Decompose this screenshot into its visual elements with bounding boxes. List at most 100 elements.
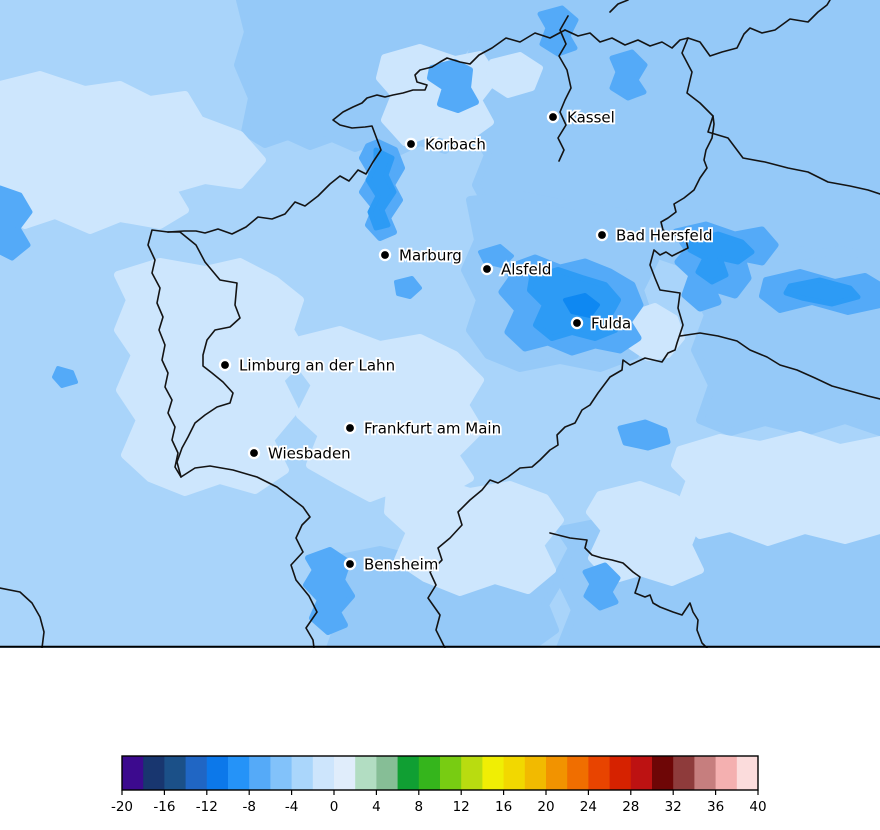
map-footer: Temperatur in 2m (in °C) Modell: ICON-D2… <box>0 648 880 745</box>
city-label: Wiesbaden <box>268 445 351 463</box>
colorbar-segment <box>270 756 292 790</box>
state-border <box>167 29 566 235</box>
colorbar-segment <box>673 756 695 790</box>
city-label: Marburg <box>399 247 462 265</box>
colorbar-segment <box>228 756 250 790</box>
colorbar-tick-label: 36 <box>707 799 724 815</box>
colorbar-frame <box>121 755 759 791</box>
colorbar-tick-label: 40 <box>749 799 766 815</box>
state-border <box>687 0 831 57</box>
temperature-region <box>294 326 484 502</box>
colorbar-tick-label: -12 <box>196 799 218 815</box>
colorbar-tick-label: 12 <box>453 799 470 815</box>
colorbar-segment <box>355 756 377 790</box>
state-border <box>679 332 880 400</box>
colorbar-tick-label: 20 <box>537 799 554 815</box>
colorbar-segment <box>376 756 398 790</box>
city-label: Korbach <box>425 136 486 154</box>
temperature-region <box>563 293 600 318</box>
temperature-region <box>114 258 309 496</box>
colorbar-tick-label: 24 <box>580 799 597 815</box>
colorbar-segment <box>694 756 716 790</box>
temperature-region <box>582 562 621 611</box>
colorbar-segment <box>736 756 759 790</box>
city-dot <box>250 449 258 457</box>
city-dot <box>407 140 415 148</box>
city-label: Fulda <box>591 315 631 333</box>
temperature-region <box>478 244 514 268</box>
colorbar-segment <box>588 756 610 790</box>
colorbar-segment <box>482 756 504 790</box>
colorbar-tick-label: 4 <box>372 799 381 815</box>
city-dot <box>221 361 229 369</box>
temperature-region <box>609 49 648 101</box>
temperature-region <box>52 366 78 388</box>
city-dot <box>381 251 389 259</box>
colorbar-segment <box>164 756 186 790</box>
colorbar-segment <box>652 756 674 790</box>
colorbar-segment <box>524 756 547 790</box>
temperature-region <box>537 5 579 57</box>
state-border <box>167 231 318 648</box>
temperature-region <box>144 116 266 194</box>
colorbar-tick-label: -4 <box>285 799 298 815</box>
colorbar-segment <box>185 756 208 790</box>
city-label: Bad Hersfeld <box>616 227 712 245</box>
city-marker: Bad Hersfeld <box>595 225 714 246</box>
state-border <box>427 115 715 648</box>
temperature-map-canvas: Kassel Korbach Bad Hersfeld Marburg Alsfeld F… <box>0 0 880 648</box>
temperature-region <box>0 185 33 261</box>
colorbar-segment <box>418 756 441 790</box>
city-marker: Limburg an der Lahn <box>218 355 397 376</box>
colorbar-segment <box>630 756 653 790</box>
colorbar-segment <box>249 756 271 790</box>
city-marker: Korbach <box>404 134 488 155</box>
temperature-region <box>687 231 755 285</box>
colorbar-segment <box>143 756 165 790</box>
city-marker: Kassel <box>546 107 617 128</box>
colorbar-tick-label: 16 <box>495 799 512 815</box>
colorbar-segment <box>122 756 144 790</box>
colorbar-segment <box>461 756 483 790</box>
colorbar-segment <box>312 756 335 790</box>
temperature-region <box>586 481 704 586</box>
colorbar-tick-label: 8 <box>415 799 424 815</box>
city-marker: Frankfurt am Main <box>343 418 503 439</box>
colorbar-tick-label: -8 <box>242 799 255 815</box>
colorbar-segment <box>503 756 526 790</box>
city-dot <box>598 231 606 239</box>
city-marker: Wiesbaden <box>247 443 352 464</box>
city-dot <box>549 113 557 121</box>
state-border <box>0 587 45 648</box>
colorbar-segment <box>567 756 589 790</box>
state-border <box>147 229 182 478</box>
colorbar-segment <box>609 756 632 790</box>
colorbar-tick-label: 0 <box>330 799 339 815</box>
state-border <box>549 532 708 648</box>
temperature-colorbar: -20 -16 -12 -8 -4 0 4 8 12 16 20 24 28 32 36 40 <box>111 755 767 815</box>
colorbar-segment <box>206 756 229 790</box>
colorbar-segment <box>397 756 420 790</box>
city-label: Alsfeld <box>501 261 551 279</box>
temperature-region <box>384 476 564 596</box>
colorbar-tick-label: 28 <box>622 799 639 815</box>
temperature-region <box>365 147 397 231</box>
city-dot <box>573 319 581 327</box>
city-label: Frankfurt am Main <box>364 420 501 438</box>
state-border <box>564 29 880 195</box>
colorbar-tick-label: -16 <box>153 799 175 815</box>
city-marker: Fulda <box>570 313 633 334</box>
temperature-region <box>485 52 543 98</box>
city-label: Bensheim <box>364 556 438 574</box>
state-border <box>609 0 629 13</box>
temperature-region <box>427 59 479 113</box>
city-label: Limburg an der Lahn <box>239 357 395 375</box>
state-border <box>557 15 572 162</box>
temperature-map: Kassel Korbach Bad Hersfeld Marburg Alsfeld F… <box>0 0 880 648</box>
colorbar-tick-label: 32 <box>665 799 682 815</box>
city-marker: Marburg <box>378 245 464 266</box>
temperature-region <box>617 419 671 451</box>
city-marker: Bensheim <box>343 554 440 575</box>
temperature-region <box>376 44 499 146</box>
colorbar-segment <box>291 756 314 790</box>
